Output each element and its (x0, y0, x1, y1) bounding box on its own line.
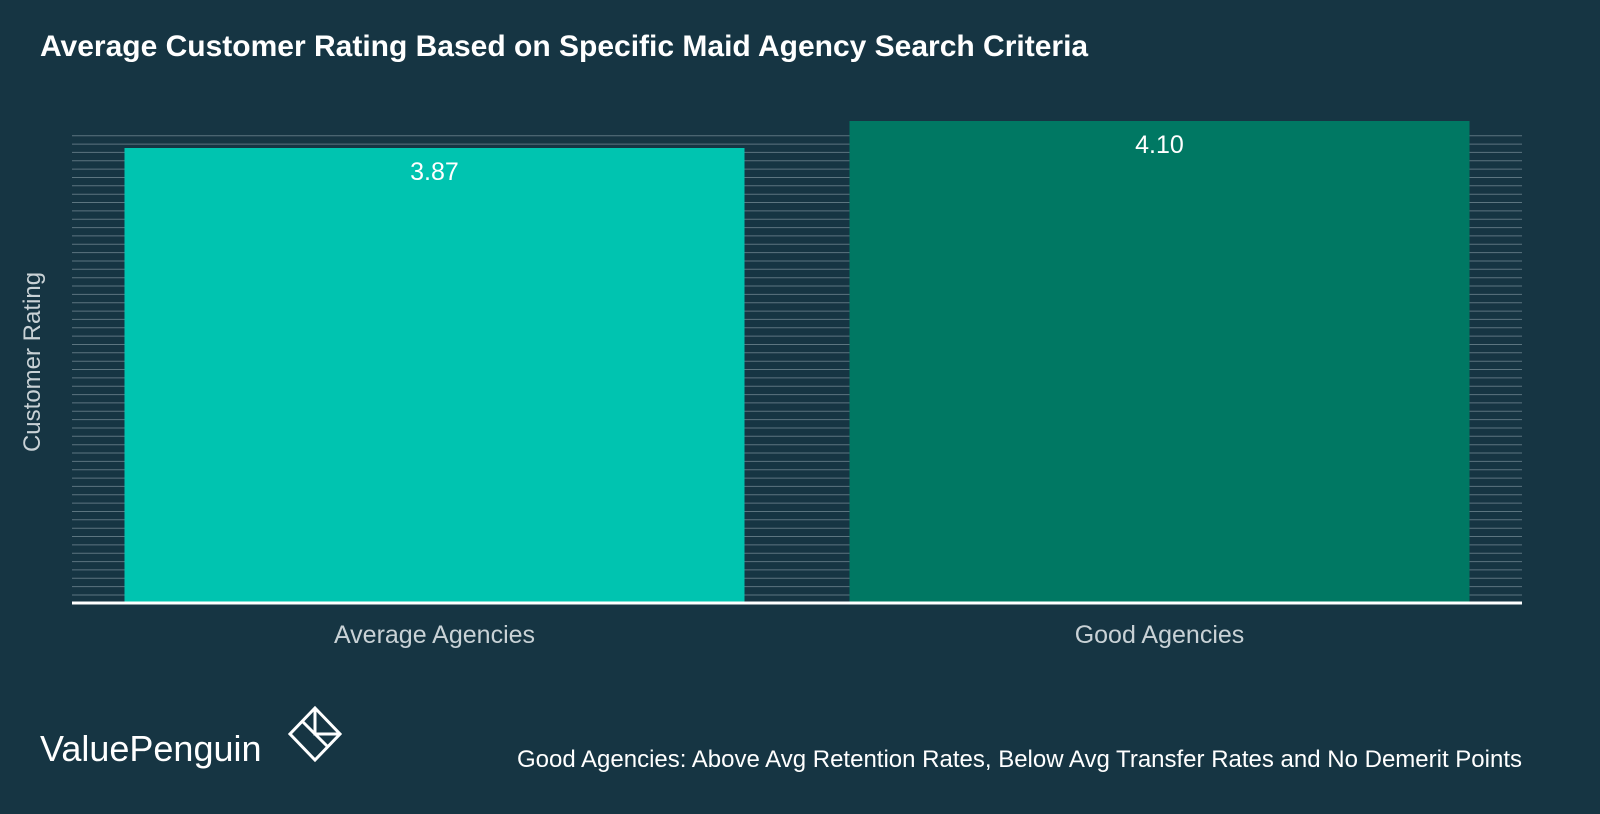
x-tick-label: Average Agencies (334, 621, 535, 649)
bars (124, 121, 1470, 603)
value-label: 3.87 (410, 158, 459, 186)
footnote: Good Agencies: Above Avg Retention Rates… (516, 746, 1522, 773)
valuepenguin-logo-text: ValuePenguin (40, 728, 262, 769)
y-axis-label: Customer Rating (19, 272, 46, 452)
chart-title: Average Customer Rating Based on Specifi… (40, 30, 1089, 63)
value-labels: 3.87 4.10 (410, 131, 1184, 186)
x-tick-label: Good Agencies (1075, 621, 1245, 649)
value-label: 4.10 (1135, 131, 1184, 159)
penguin-diamond-icon (288, 706, 342, 762)
bar-average-agencies (124, 148, 745, 603)
x-tick-labels: Average Agencies Good Agencies (334, 621, 1244, 649)
bar-good-agencies (849, 121, 1470, 603)
